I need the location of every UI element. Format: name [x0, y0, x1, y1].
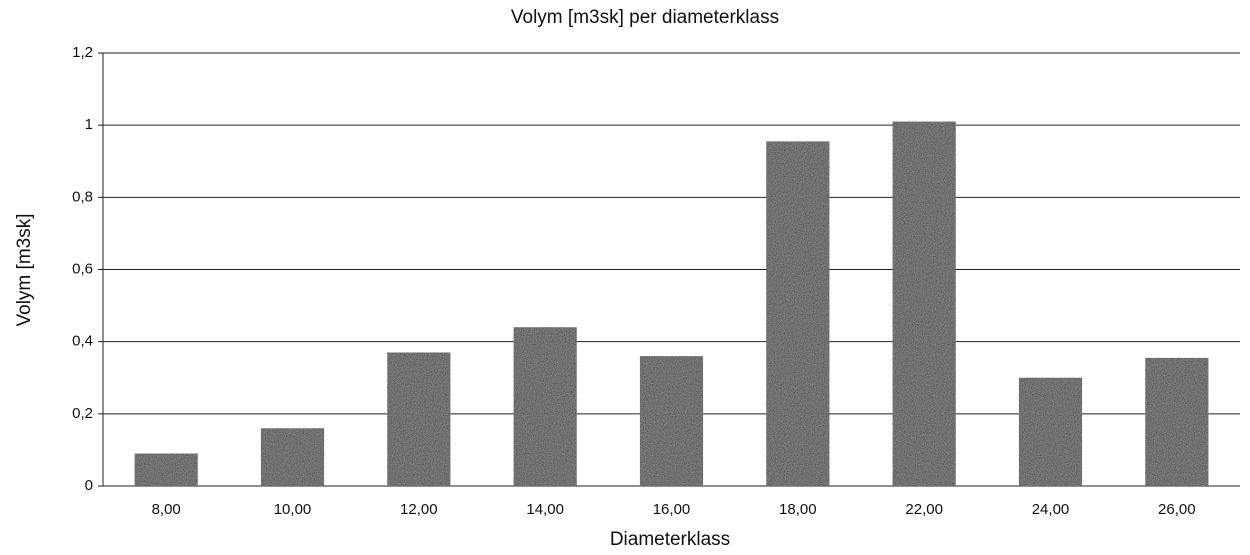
bar	[892, 121, 956, 486]
x-tick-label: 14,00	[526, 501, 564, 518]
chart-title: Volym [m3sk] per diameterklass	[511, 7, 779, 28]
y-tick-label: 1	[85, 116, 93, 133]
bar	[766, 141, 830, 486]
y-axis-title: Volym [m3sk]	[14, 214, 35, 327]
bar	[134, 453, 198, 486]
x-axis-title: Diameterklass	[610, 529, 730, 550]
y-tick-label: 1,2	[72, 44, 93, 61]
y-tick-label: 0,6	[72, 260, 93, 277]
y-tick-label: 0,2	[72, 405, 93, 422]
bar	[260, 428, 325, 486]
bar	[1145, 357, 1209, 486]
x-tick-label: 16,00	[653, 501, 691, 518]
y-tick-label: 0,4	[72, 333, 93, 350]
x-tick-label: 10,00	[274, 501, 312, 518]
bar	[513, 327, 577, 486]
x-tick-label: 8,00	[152, 501, 181, 518]
y-tick-label: 0,8	[72, 188, 93, 205]
x-tick-label: 18,00	[779, 501, 817, 518]
bar	[1018, 377, 1083, 486]
bar	[387, 352, 451, 486]
x-tick-label: 26,00	[1158, 501, 1196, 518]
bar	[639, 356, 704, 486]
y-tick-label: 0	[85, 477, 93, 494]
x-tick-label: 12,00	[400, 501, 438, 518]
x-tick-label: 22,00	[905, 501, 943, 518]
x-tick-label: 24,00	[1032, 501, 1070, 518]
